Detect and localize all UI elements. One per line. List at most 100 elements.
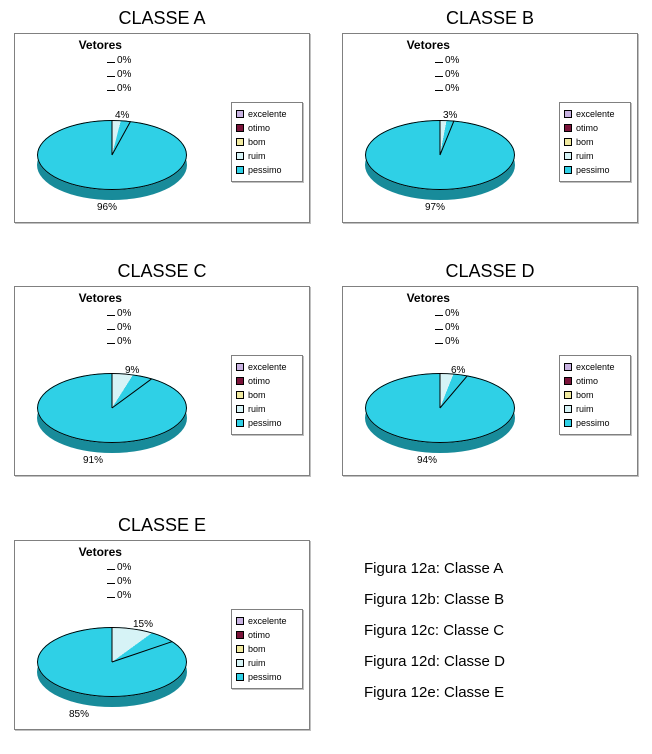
chart-box: Vetores 0% 0% 0% 6% (342, 286, 638, 476)
legend-swatch (236, 166, 244, 174)
chart-box: Vetores 0% 0% 0% 15% (14, 540, 310, 730)
legend: excelenteotimobomruimpessimo (231, 609, 303, 689)
panel-classe-e: CLASSE E Vetores 0% 0% 0% 15% (8, 513, 316, 748)
chart-title: Vetores (15, 291, 186, 305)
legend-swatch (236, 405, 244, 413)
legend-swatch (236, 659, 244, 667)
legend-label: pessimo (248, 163, 282, 177)
legend-label: excelente (576, 360, 615, 374)
legend-label: pessimo (576, 416, 610, 430)
legend-swatch (236, 419, 244, 427)
figure-captions: Figura 12a: Classe A Figura 12b: Classe … (336, 513, 644, 748)
pie-top (37, 627, 187, 697)
zero-pct: 0% (107, 82, 131, 96)
legend-swatch (236, 645, 244, 653)
legend-swatch (564, 166, 572, 174)
figure-caption: Figura 12e: Classe E (364, 684, 644, 701)
chart-box: Vetores 0% 0% 0% 3% (342, 33, 638, 223)
main-pct-label: 96% (97, 202, 117, 213)
legend-item: bom (564, 135, 626, 149)
legend-swatch (236, 377, 244, 385)
pie-top (37, 120, 187, 190)
legend-item: excelente (236, 614, 298, 628)
zero-pct: 0% (107, 307, 131, 321)
legend: excelenteotimobomruimpessimo (559, 102, 631, 182)
legend-swatch (236, 138, 244, 146)
legend-swatch (564, 405, 572, 413)
legend-item: ruim (236, 149, 298, 163)
legend-label: pessimo (576, 163, 610, 177)
legend-item: otimo (564, 374, 626, 388)
panel-classe-c: CLASSE C Vetores 0% 0% 0% 9% (8, 259, 316, 494)
legend-label: otimo (248, 121, 270, 135)
page: CLASSE A Vetores 0% 0% 0% 4% (0, 0, 652, 754)
legend-label: ruim (248, 402, 266, 416)
legend-swatch (236, 124, 244, 132)
pie-area: 0% 0% 0% 3% (343, 54, 543, 214)
legend-item: ruim (236, 402, 298, 416)
pie-top (37, 373, 187, 443)
zero-pct: 0% (107, 68, 131, 82)
legend-item: otimo (236, 628, 298, 642)
legend-label: ruim (576, 402, 594, 416)
zero-pct-stack: 0% 0% 0% (435, 54, 459, 96)
panel-classe-a: CLASSE A Vetores 0% 0% 0% 4% (8, 6, 316, 241)
zero-pct: 0% (107, 589, 131, 603)
legend-label: ruim (576, 149, 594, 163)
panel-title: CLASSE C (117, 261, 206, 282)
legend-item: pessimo (236, 670, 298, 684)
zero-pct: 0% (435, 82, 459, 96)
legend-item: otimo (564, 121, 626, 135)
main-pct-label: 91% (83, 455, 103, 466)
pie-area: 0% 0% 0% 9% (15, 307, 215, 467)
zero-pct-stack: 0% 0% 0% (107, 54, 131, 96)
legend-label: bom (248, 642, 266, 656)
zero-pct: 0% (435, 321, 459, 335)
legend-swatch (236, 391, 244, 399)
zero-pct: 0% (435, 54, 459, 68)
legend-label: otimo (248, 628, 270, 642)
legend-item: excelente (236, 107, 298, 121)
figure-caption: Figura 12a: Classe A (364, 560, 644, 577)
legend-label: otimo (576, 121, 598, 135)
pie-top (365, 120, 515, 190)
legend-swatch (236, 617, 244, 625)
zero-pct: 0% (107, 575, 131, 589)
legend-item: bom (236, 135, 298, 149)
chart-title: Vetores (15, 545, 186, 559)
legend-item: bom (564, 388, 626, 402)
chart-box: Vetores 0% 0% 0% 4% (14, 33, 310, 223)
main-pct-label: 97% (425, 202, 445, 213)
legend-swatch (564, 363, 572, 371)
chart-box: Vetores 0% 0% 0% 9% (14, 286, 310, 476)
legend-swatch (236, 363, 244, 371)
figure-caption: Figura 12d: Classe D (364, 653, 644, 670)
chart-title: Vetores (343, 291, 514, 305)
legend-label: otimo (576, 374, 598, 388)
legend-swatch (564, 138, 572, 146)
zero-pct-stack: 0% 0% 0% (107, 561, 131, 603)
panel-classe-b: CLASSE B Vetores 0% 0% 0% 3% (336, 6, 644, 241)
pie-area: 0% 0% 0% 4% (15, 54, 215, 214)
legend: excelenteotimobomruimpessimo (231, 355, 303, 435)
legend-swatch (236, 110, 244, 118)
pie-3d (37, 373, 187, 443)
legend-label: bom (576, 135, 594, 149)
legend-item: excelente (564, 360, 626, 374)
legend-label: bom (576, 388, 594, 402)
legend-item: ruim (564, 149, 626, 163)
legend-swatch (564, 110, 572, 118)
legend-label: ruim (248, 656, 266, 670)
pie-3d (365, 120, 515, 190)
legend-item: excelente (236, 360, 298, 374)
legend-item: pessimo (236, 163, 298, 177)
zero-pct: 0% (435, 335, 459, 349)
figure-caption: Figura 12b: Classe B (364, 591, 644, 608)
legend-item: ruim (564, 402, 626, 416)
legend-swatch (564, 124, 572, 132)
legend-swatch (564, 391, 572, 399)
legend-item: pessimo (236, 416, 298, 430)
pie-area: 0% 0% 0% 15% (15, 561, 215, 721)
panel-classe-d: CLASSE D Vetores 0% 0% 0% 6% (336, 259, 644, 494)
zero-pct: 0% (107, 54, 131, 68)
